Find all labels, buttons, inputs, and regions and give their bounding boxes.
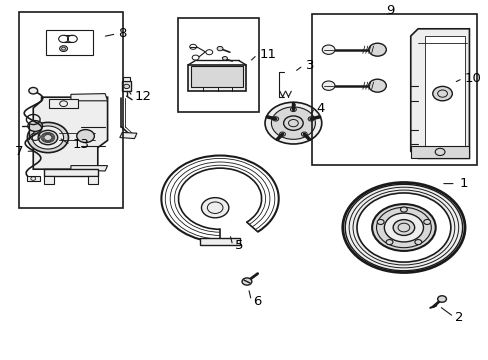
Polygon shape [27,176,40,181]
Text: 5: 5 [234,239,243,252]
Circle shape [322,81,334,90]
Circle shape [271,107,315,139]
Polygon shape [71,94,107,101]
Polygon shape [49,99,78,108]
Text: 1: 1 [459,177,467,190]
Circle shape [423,220,430,225]
Polygon shape [120,132,137,139]
Circle shape [384,213,423,242]
Polygon shape [410,146,468,158]
Polygon shape [122,81,131,91]
Circle shape [288,120,298,127]
Circle shape [400,207,407,212]
Text: 12: 12 [134,90,151,103]
Polygon shape [191,66,243,87]
Circle shape [368,79,386,92]
Polygon shape [33,97,107,169]
Circle shape [392,220,414,235]
Circle shape [217,46,223,51]
Circle shape [376,220,383,225]
Circle shape [414,239,421,244]
Circle shape [38,130,58,145]
Circle shape [432,86,451,101]
Polygon shape [44,176,54,184]
Circle shape [123,84,129,89]
Text: 6: 6 [253,295,261,308]
Bar [19,12,123,208]
Circle shape [242,278,251,285]
Bar [46,30,93,55]
Circle shape [264,102,321,144]
Text: 3: 3 [305,59,313,72]
Circle shape [28,121,42,131]
Circle shape [322,45,334,54]
Circle shape [342,183,464,273]
Circle shape [32,126,63,149]
Circle shape [434,148,444,156]
Text: 9: 9 [386,4,394,17]
Circle shape [371,204,435,251]
Circle shape [29,87,38,94]
Circle shape [27,122,68,153]
Polygon shape [88,176,98,184]
Text: 4: 4 [316,102,325,114]
Text: 8: 8 [118,27,126,40]
Circle shape [386,239,392,244]
Text: 11: 11 [259,48,276,61]
Text: 10: 10 [464,72,481,85]
Polygon shape [200,238,239,245]
Bar [311,14,476,165]
Circle shape [437,296,446,302]
Polygon shape [188,65,245,91]
Circle shape [77,130,94,143]
Circle shape [368,43,386,56]
Text: 13: 13 [72,138,89,151]
Text: 7: 7 [15,145,23,158]
Circle shape [222,57,227,60]
Polygon shape [425,36,464,151]
Circle shape [356,193,450,262]
Polygon shape [410,29,468,158]
Text: 2: 2 [454,311,462,324]
Polygon shape [71,166,107,171]
Circle shape [201,198,228,218]
Bar [177,18,259,112]
Polygon shape [44,169,98,176]
Circle shape [60,46,67,51]
Polygon shape [123,77,130,81]
